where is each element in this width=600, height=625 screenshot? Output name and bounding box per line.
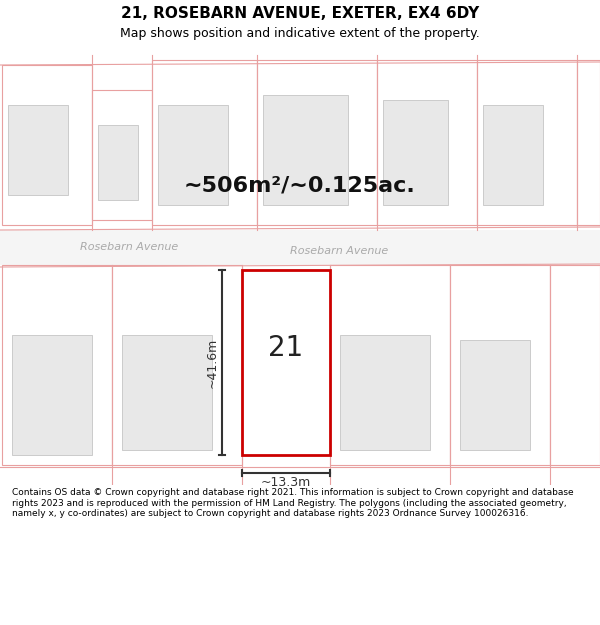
Bar — [330, 265, 450, 465]
Text: 21: 21 — [268, 334, 304, 361]
Bar — [460, 340, 530, 450]
Bar — [122, 335, 212, 450]
Bar — [483, 105, 543, 205]
Bar — [257, 60, 377, 225]
Text: Contains OS data © Crown copyright and database right 2021. This information is : Contains OS data © Crown copyright and d… — [12, 488, 574, 518]
Bar — [2, 265, 112, 465]
Bar — [577, 60, 600, 225]
Text: ~13.3m: ~13.3m — [261, 476, 311, 489]
Bar — [550, 265, 600, 465]
Bar — [477, 60, 577, 225]
Text: Map shows position and indicative extent of the property.: Map shows position and indicative extent… — [120, 26, 480, 39]
Bar — [242, 270, 330, 455]
Bar — [377, 60, 477, 225]
Text: Rosebarn Avenue: Rosebarn Avenue — [290, 246, 388, 256]
Bar — [2, 65, 92, 225]
Bar — [12, 335, 92, 455]
Bar — [0, 230, 600, 265]
Bar — [158, 105, 228, 205]
Bar — [8, 105, 68, 195]
Text: ~41.6m: ~41.6m — [205, 338, 218, 388]
Bar — [112, 265, 242, 465]
Text: Rosebarn Avenue: Rosebarn Avenue — [80, 242, 178, 252]
Bar — [383, 100, 448, 205]
Bar — [340, 335, 430, 450]
Bar — [92, 90, 152, 220]
Bar — [450, 265, 550, 465]
Bar — [152, 60, 257, 225]
Text: ~506m²/~0.125ac.: ~506m²/~0.125ac. — [184, 175, 416, 195]
Bar — [263, 95, 348, 205]
Text: 21, ROSEBARN AVENUE, EXETER, EX4 6DY: 21, ROSEBARN AVENUE, EXETER, EX4 6DY — [121, 6, 479, 21]
Bar — [98, 125, 138, 200]
